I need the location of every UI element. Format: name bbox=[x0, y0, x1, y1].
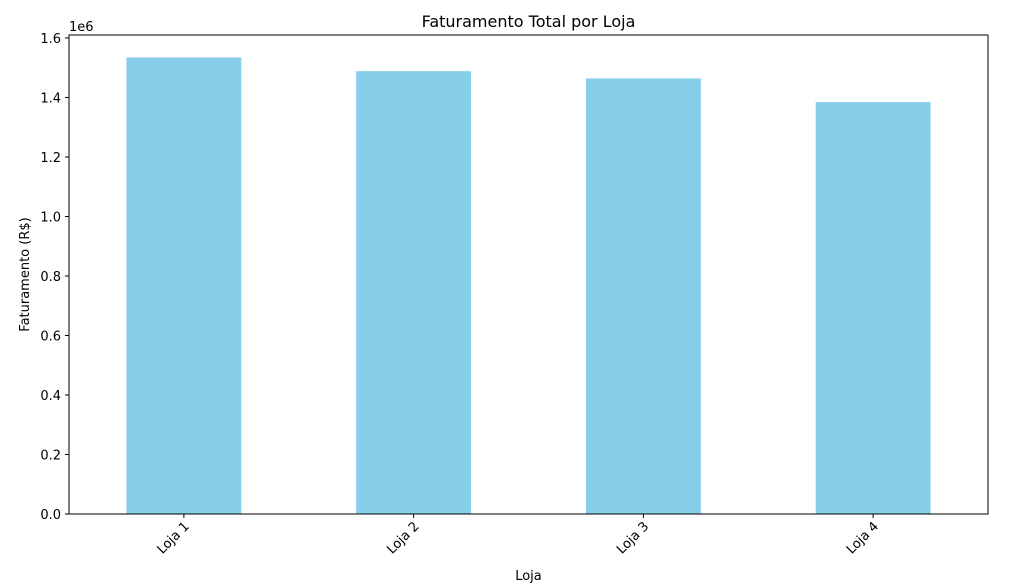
bar-2 bbox=[356, 71, 472, 514]
bar-1 bbox=[126, 57, 242, 515]
y-tick-label: 0.4 bbox=[40, 389, 61, 404]
y-tick-label: 1.4 bbox=[40, 91, 61, 106]
bar-4 bbox=[815, 102, 931, 514]
y-tick-label: 1.6 bbox=[40, 32, 61, 47]
y-axis-label: Faturamento (R$) bbox=[18, 217, 33, 331]
y-tick-label: 0.2 bbox=[40, 448, 61, 463]
y-tick-label: 0.0 bbox=[40, 508, 61, 523]
y-tick-label: 0.8 bbox=[40, 270, 61, 285]
y-tick-label: 1.2 bbox=[40, 151, 61, 166]
y-axis: 0.0 0.2 0.4 0.6 0.8 1.0 1.2 1.4 1.6 bbox=[40, 32, 69, 523]
bar-3 bbox=[585, 78, 701, 515]
plot-frame bbox=[68, 34, 989, 515]
bars-group bbox=[126, 57, 931, 515]
chart-title: Faturamento Total por Loja bbox=[422, 12, 636, 31]
x-axis-label: Loja bbox=[515, 569, 542, 584]
y-tick-label: 0.6 bbox=[40, 329, 61, 344]
y-tick-label: 1.0 bbox=[40, 210, 61, 225]
y-offset-label: 1e6 bbox=[69, 20, 94, 35]
